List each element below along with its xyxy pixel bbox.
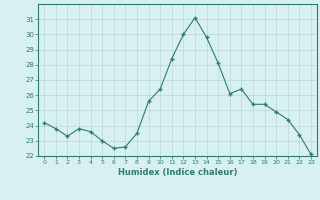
X-axis label: Humidex (Indice chaleur): Humidex (Indice chaleur) [118, 168, 237, 177]
